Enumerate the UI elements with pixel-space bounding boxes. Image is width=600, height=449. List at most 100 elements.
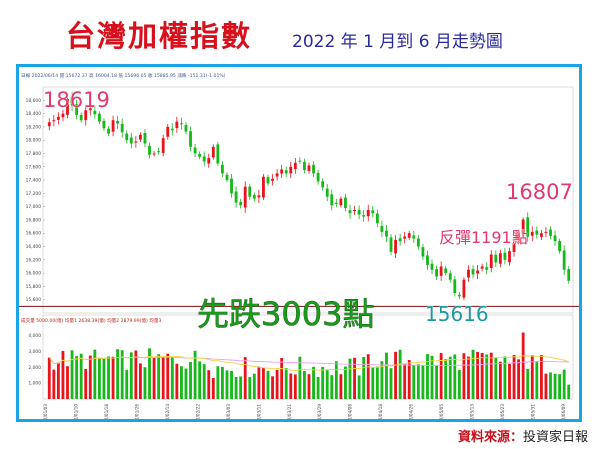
- volume-bar: [503, 356, 507, 399]
- volume-bar: [102, 358, 106, 399]
- x-tick-label: 2022/03/29: [317, 404, 322, 419]
- volume-bar: [52, 369, 56, 399]
- volume-bar: [471, 349, 475, 399]
- x-tick-label: 2022/05/31: [531, 404, 536, 419]
- volume-bar: [125, 369, 129, 399]
- candle-body: [97, 113, 101, 122]
- price-tick-label: 16,400: [26, 244, 42, 250]
- price-panel-border: [42, 86, 574, 314]
- volume-bar: [216, 366, 220, 399]
- volume-bar: [243, 357, 247, 399]
- candle-body: [398, 238, 402, 242]
- volume-bar: [284, 368, 288, 399]
- volume-bar: [193, 350, 197, 399]
- volume-bar: [289, 373, 293, 399]
- candle-body: [316, 172, 320, 182]
- volume-bar: [439, 353, 443, 399]
- volume-tick-label: 3,000: [28, 349, 41, 355]
- volume-bar: [526, 369, 530, 399]
- candle-body: [180, 123, 183, 125]
- candle-body: [243, 186, 247, 208]
- candle-body: [303, 161, 306, 171]
- chart-annotation: 15616: [425, 302, 489, 326]
- candle-body: [184, 125, 188, 132]
- candle-body: [202, 156, 206, 162]
- volume-bar: [107, 356, 110, 399]
- candle-body: [444, 268, 448, 274]
- candle-body: [508, 251, 511, 263]
- candle-body: [248, 186, 252, 197]
- volume-bar: [498, 361, 502, 399]
- candle-body: [211, 146, 215, 158]
- candle-body: [107, 128, 110, 134]
- candle-body: [161, 138, 165, 153]
- volume-bar: [344, 366, 347, 399]
- volume-bar: [321, 366, 325, 399]
- volume-bar: [143, 367, 147, 399]
- volume-bar: [161, 357, 165, 399]
- candle-body: [125, 133, 129, 141]
- volume-bar: [189, 361, 192, 399]
- candle-body: [84, 110, 88, 121]
- x-tick-label: 2022/06/09: [561, 404, 566, 419]
- candle-body: [549, 229, 552, 236]
- source-value: 投資家日報: [522, 430, 588, 445]
- x-tick-label: 2022/03/11: [256, 404, 261, 419]
- candle-body: [448, 273, 452, 280]
- candle-body: [480, 266, 484, 269]
- volume-bar: [389, 368, 393, 399]
- volume-bar: [70, 350, 74, 399]
- candle-body: [539, 233, 543, 237]
- volume-bar: [512, 355, 516, 399]
- volume-bar: [403, 363, 407, 399]
- volume-bar: [257, 366, 261, 399]
- volume-bar: [111, 356, 115, 399]
- candle-body: [362, 215, 366, 217]
- volume-bar: [266, 370, 270, 399]
- volume-bar: [558, 374, 562, 399]
- volume-bar: [252, 373, 256, 399]
- candle-body: [421, 247, 425, 257]
- price-tick-label: 15,800: [26, 284, 42, 290]
- candle-body: [553, 235, 557, 242]
- volume-bar: [230, 370, 233, 399]
- volume-bar: [398, 349, 402, 399]
- candle-body: [152, 153, 156, 155]
- volume-bar: [166, 353, 170, 399]
- candle-body: [503, 252, 507, 260]
- candle-body: [544, 231, 548, 233]
- volume-bar: [407, 359, 411, 399]
- title-row: 台灣加權指數 2022 年 1 月到 6 月走勢圖: [0, 0, 600, 62]
- volume-bar: [129, 352, 133, 399]
- price-tick-label: 16,600: [26, 231, 42, 237]
- candle-body: [562, 250, 566, 270]
- volume-bar: [262, 367, 265, 399]
- volume-bar: [298, 356, 302, 399]
- candle-body: [225, 174, 229, 181]
- volume-bar: [56, 362, 60, 399]
- candle-body: [498, 253, 502, 264]
- candle-body: [298, 160, 302, 162]
- candle-body: [467, 269, 470, 278]
- candle-body: [289, 166, 293, 174]
- volume-bar: [75, 356, 79, 399]
- volume-bar: [170, 357, 174, 399]
- candle-body: [111, 120, 115, 132]
- page-subtitle: 2022 年 1 月到 6 月走勢圖: [292, 32, 503, 52]
- candle-body: [430, 263, 434, 270]
- candle-body: [193, 147, 197, 154]
- data-source: 資料來源：投資家日報: [458, 426, 588, 445]
- x-tick-label: 2022/04/18: [378, 404, 383, 419]
- candle-body: [535, 230, 539, 235]
- volume-bar: [480, 352, 484, 399]
- candle-body: [221, 164, 224, 174]
- candle-body: [262, 176, 265, 198]
- volume-bar: [453, 354, 457, 399]
- volume-tick-label: 4,000: [28, 333, 41, 339]
- volume-bar: [535, 361, 539, 399]
- volume-bar: [93, 349, 97, 399]
- candle-body: [380, 225, 384, 232]
- volume-bar: [316, 376, 320, 399]
- price-tick-label: 17,800: [26, 151, 42, 157]
- x-tick-label: 2022/05/13: [470, 404, 475, 419]
